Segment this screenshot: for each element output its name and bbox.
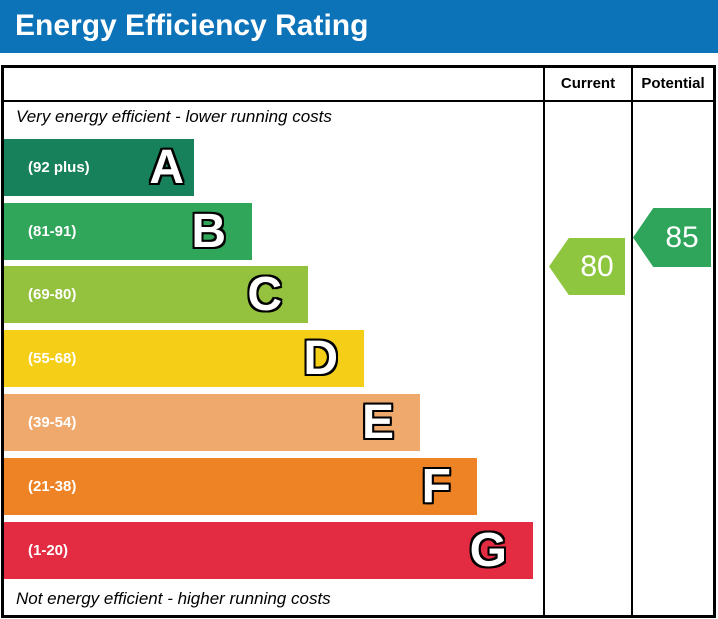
- column-header-current: Current: [560, 75, 616, 92]
- column-header-potential: Potential: [641, 75, 705, 92]
- band-c-range-label: (69-80): [28, 286, 77, 303]
- band-d: (55-68) D: [4, 330, 364, 387]
- band-b-letter: B: [191, 205, 226, 258]
- band-f-range-label: (21-38): [28, 478, 77, 495]
- current-column-divider: [543, 68, 545, 615]
- band-a-letter: A: [149, 141, 184, 194]
- band-e-letter: E: [361, 396, 394, 449]
- band-b-range-label: (81-91): [28, 223, 77, 240]
- band-c-letter: C: [247, 268, 282, 321]
- band-g-range-label: (1-20): [28, 542, 69, 559]
- top-note: Very energy efficient - lower running co…: [16, 107, 332, 126]
- band-b: (81-91) B: [4, 203, 252, 260]
- band-e-range-label: (39-54): [28, 414, 77, 431]
- band-g: (1-20) G: [4, 522, 533, 579]
- potential-rating-value: 85: [665, 221, 699, 254]
- band-d-range-label: (55-68): [28, 350, 77, 367]
- band-f-letter: F: [421, 460, 451, 513]
- band-d-letter: D: [303, 332, 338, 385]
- potential-column-divider: [631, 68, 633, 615]
- band-c: (69-80) C: [4, 266, 308, 323]
- title-bar: Energy Efficiency Rating: [0, 0, 718, 53]
- header-row-divider: [4, 100, 713, 102]
- band-a: (92 plus) A: [4, 139, 194, 196]
- rating-table: Current Potential Very energy efficient …: [1, 65, 716, 618]
- current-rating-arrow: 80: [549, 238, 625, 295]
- band-f: (21-38) F: [4, 458, 477, 515]
- page-title: Energy Efficiency Rating: [15, 9, 369, 42]
- current-rating-value: 80: [580, 250, 614, 283]
- bottom-note: Not energy efficient - higher running co…: [16, 589, 331, 608]
- potential-rating-arrow: 85: [633, 208, 711, 267]
- band-e: (39-54) E: [4, 394, 420, 451]
- band-a-range-label: (92 plus): [28, 159, 90, 176]
- band-g-letter: G: [469, 524, 507, 577]
